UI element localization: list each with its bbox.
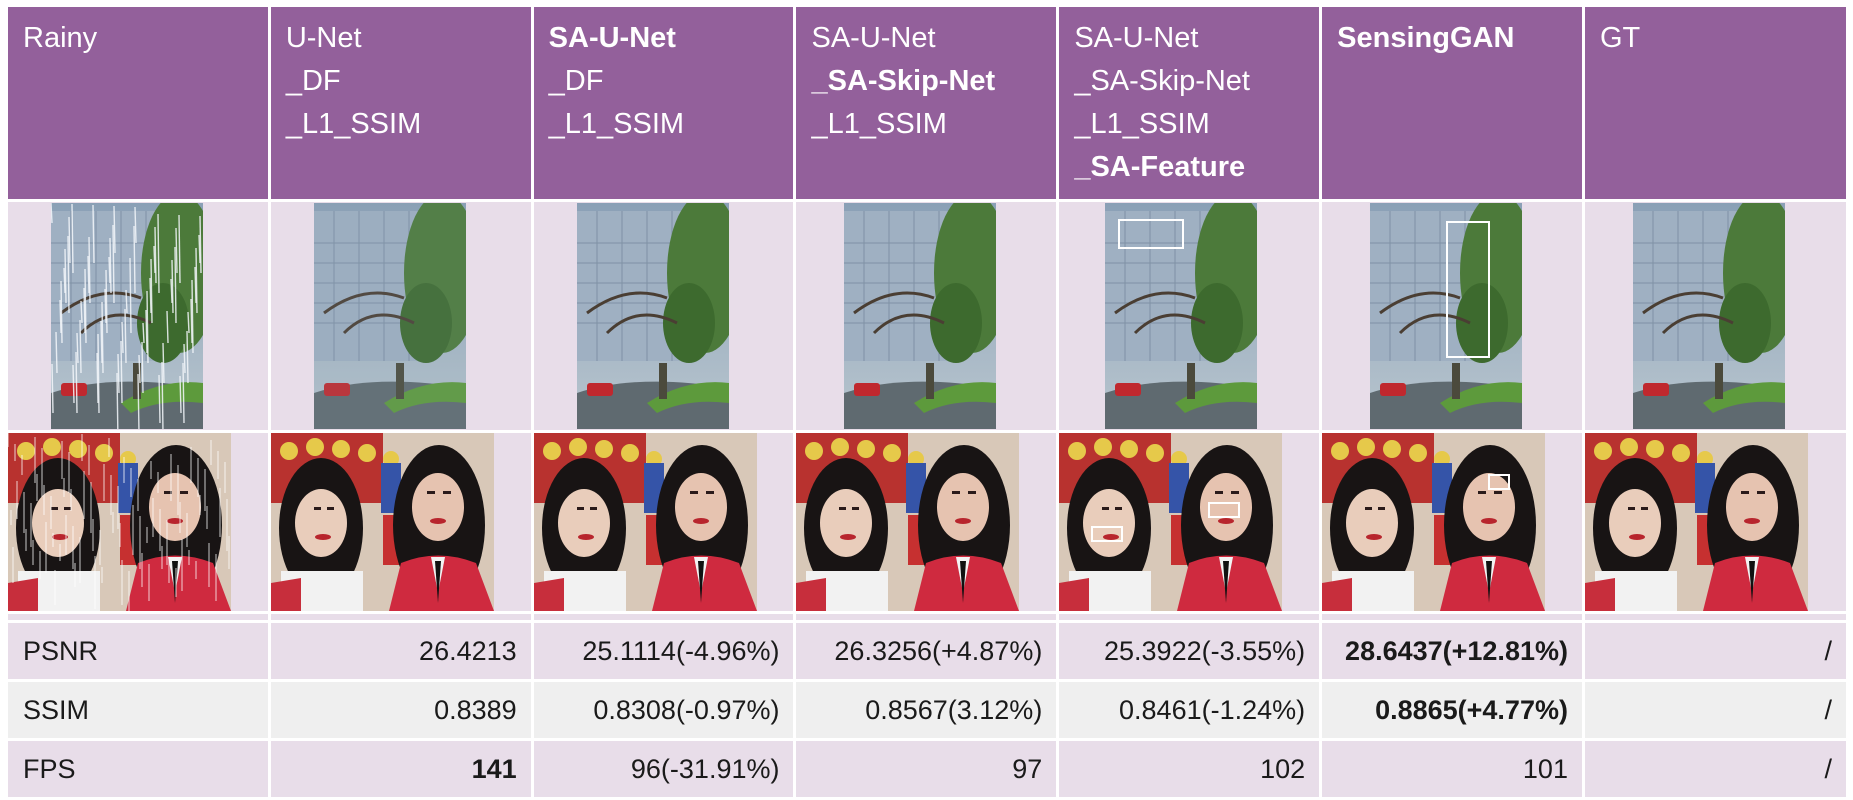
method-label-line: SA-U-Net xyxy=(1074,22,1199,54)
face-cell-2 xyxy=(530,430,797,614)
metric-value: 96(-31.91%) xyxy=(530,738,797,800)
method-header-1: U-Net _DF _L1_SSIM xyxy=(267,4,534,202)
metric-value: 26.3256(+4.87%) xyxy=(793,620,1060,682)
metric-value: / xyxy=(1581,620,1850,682)
street-scene-image xyxy=(1370,203,1523,429)
metric-label: PSNR xyxy=(5,620,271,682)
face-cell-5 xyxy=(1319,430,1585,614)
spacer-cell xyxy=(1056,611,1323,623)
metric-value: 25.1114(-4.96%) xyxy=(530,620,797,682)
scene-cell-5 xyxy=(1319,199,1585,433)
method-label-line: _DF xyxy=(285,65,341,97)
face-cell-3 xyxy=(793,430,1060,614)
method-label-line: SensingGAN xyxy=(1337,22,1515,54)
metric-value: / xyxy=(1581,679,1850,741)
method-label-line: U-Net xyxy=(285,22,362,54)
scene-cell-0 xyxy=(5,199,271,433)
metric-value: 26.4213 xyxy=(267,620,534,682)
street-scene-image xyxy=(576,203,729,429)
street-scene-image xyxy=(51,203,203,429)
method-label-line: _L1_SSIM xyxy=(548,108,685,140)
metric-row-ssim: SSIM 0.8389 0.8308(-0.97%) 0.8567(3.12%) 0.8… xyxy=(5,679,1850,741)
metric-row-fps: FPS 141 96(-31.91%) 97 102 101/ xyxy=(5,738,1850,800)
metric-value: 101 xyxy=(1319,738,1585,800)
face-image-row xyxy=(5,430,1850,614)
method-label-line: SA-U-Net xyxy=(548,22,676,54)
metric-value: 0.8461(-1.24%) xyxy=(1056,679,1323,741)
street-scene-image xyxy=(844,203,997,429)
spacer-cell xyxy=(5,611,271,623)
spacer-cell xyxy=(1319,611,1585,623)
street-scene-image xyxy=(1105,203,1258,429)
face-cell-6 xyxy=(1581,430,1850,614)
spacer-cell xyxy=(1581,611,1850,623)
method-header-5: SensingGAN xyxy=(1319,4,1585,202)
metric-value: / xyxy=(1581,738,1850,800)
method-label-line: SA-U-Net xyxy=(811,22,936,54)
portrait-image xyxy=(1060,434,1318,610)
spacer-cell xyxy=(793,611,1060,623)
method-label-line: Rainy xyxy=(23,22,98,54)
portrait-image xyxy=(535,434,792,610)
metric-value: 0.8865(+4.77%) xyxy=(1319,679,1585,741)
method-label-line: _SA-Skip-Net xyxy=(1074,65,1250,97)
spacer-cell xyxy=(267,611,534,623)
face-cell-0 xyxy=(5,430,271,614)
metric-value: 97 xyxy=(793,738,1060,800)
spacer-row xyxy=(5,611,1850,623)
method-label-line: _SA-Skip-Net xyxy=(811,65,996,97)
scene-cell-3 xyxy=(793,199,1060,433)
method-header-0: Rainy xyxy=(5,4,271,202)
metric-row-psnr: PSNR 26.4213 25.1114(-4.96%) 26.3256(+4.87%… xyxy=(5,620,1850,682)
face-cell-1 xyxy=(267,430,534,614)
method-header-6: GT xyxy=(1581,4,1850,202)
street-scene-image xyxy=(313,203,466,429)
metric-label: FPS xyxy=(5,738,271,800)
method-header-row: Rainy U-Net _DF _L1_SSIM SA-U-Net _DF _L1_SSIM… xyxy=(5,4,1850,202)
metric-value: 141 xyxy=(267,738,534,800)
spacer-cell xyxy=(530,611,797,623)
street-scene-image xyxy=(1632,203,1785,429)
scene-cell-2 xyxy=(530,199,797,433)
scene-cell-4 xyxy=(1056,199,1323,433)
metric-value: 0.8389 xyxy=(267,679,534,741)
method-label-line: _L1_SSIM xyxy=(811,108,947,140)
metric-value: 0.8567(3.12%) xyxy=(793,679,1060,741)
metric-label: SSIM xyxy=(5,679,271,741)
face-cell-4 xyxy=(1056,430,1323,614)
metric-value: 25.3922(-3.55%) xyxy=(1056,620,1323,682)
comparison-table: Rainy U-Net _DF _L1_SSIM SA-U-Net _DF _L1_SSIM… xyxy=(5,4,1850,800)
portrait-image xyxy=(797,434,1055,610)
scene-cell-1 xyxy=(267,199,534,433)
method-label-line: _L1_SSIM xyxy=(285,108,422,140)
portrait-image xyxy=(9,434,266,610)
method-header-3: SA-U-Net _SA-Skip-Net _L1_SSIM xyxy=(793,4,1060,202)
method-label-line: _L1_SSIM xyxy=(1074,108,1210,140)
scene-image-row xyxy=(5,199,1850,433)
method-label-line: GT xyxy=(1599,22,1641,54)
metric-value: 102 xyxy=(1056,738,1323,800)
metric-rows: PSNR 26.4213 25.1114(-4.96%) 26.3256(+4.87%… xyxy=(5,620,1850,800)
method-label-line: _DF xyxy=(548,65,604,97)
portrait-image xyxy=(1586,434,1844,610)
method-label-line: _SA-Feature xyxy=(1074,151,1246,183)
method-header-4: SA-U-Net _SA-Skip-Net _L1_SSIM _SA-Feature xyxy=(1056,4,1323,202)
metric-value: 28.6437(+12.81%) xyxy=(1319,620,1585,682)
scene-cell-6 xyxy=(1581,199,1850,433)
portrait-image xyxy=(272,434,529,610)
portrait-image xyxy=(1323,434,1581,610)
method-header-2: SA-U-Net _DF _L1_SSIM xyxy=(530,4,797,202)
metric-value: 0.8308(-0.97%) xyxy=(530,679,797,741)
